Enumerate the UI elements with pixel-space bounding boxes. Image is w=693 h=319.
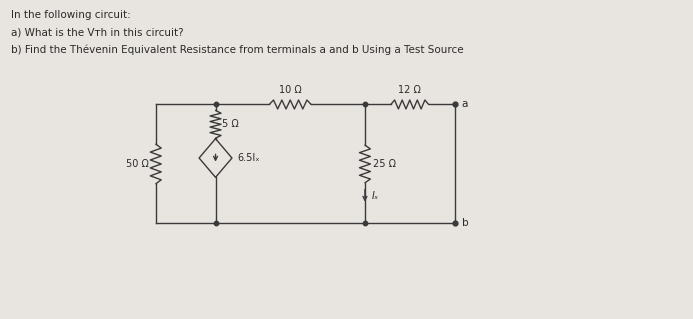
Text: b) Find the Thévenin Equivalent Resistance from terminals a and b Using a Test S: b) Find the Thévenin Equivalent Resistan… [11,44,464,55]
Text: 10 Ω: 10 Ω [279,85,301,94]
Text: a) What is the Vᴛh in this circuit?: a) What is the Vᴛh in this circuit? [11,27,184,37]
Text: a: a [462,100,468,109]
Text: 5 Ω: 5 Ω [222,119,239,129]
Text: 25 Ω: 25 Ω [373,159,396,169]
Text: In the following circuit:: In the following circuit: [11,10,131,20]
Text: Iₓ: Iₓ [372,191,379,201]
Text: 50 Ω: 50 Ω [126,159,149,169]
Text: b: b [462,219,468,228]
Text: 6.5Iₓ: 6.5Iₓ [237,153,260,163]
Text: 12 Ω: 12 Ω [398,85,421,94]
